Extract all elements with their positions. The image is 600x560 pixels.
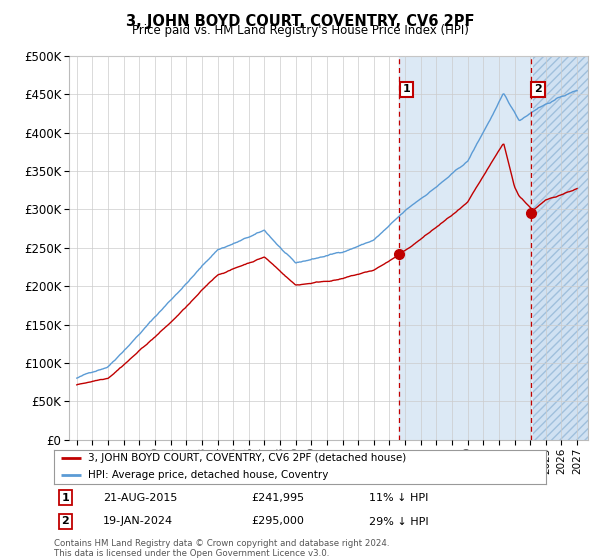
- Text: 2: 2: [61, 516, 69, 526]
- Text: 21-AUG-2015: 21-AUG-2015: [103, 493, 178, 503]
- Text: £241,995: £241,995: [251, 493, 304, 503]
- Text: 2: 2: [534, 85, 542, 95]
- Text: Price paid vs. HM Land Registry's House Price Index (HPI): Price paid vs. HM Land Registry's House …: [131, 24, 469, 37]
- Text: HPI: Average price, detached house, Coventry: HPI: Average price, detached house, Cove…: [88, 470, 329, 480]
- Text: £295,000: £295,000: [251, 516, 304, 526]
- Bar: [533, 56, 588, 440]
- Text: 1: 1: [61, 493, 69, 503]
- Text: 3, JOHN BOYD COURT, COVENTRY, CV6 2PF (detached house): 3, JOHN BOYD COURT, COVENTRY, CV6 2PF (d…: [88, 454, 407, 463]
- Text: 3, JOHN BOYD COURT, COVENTRY, CV6 2PF: 3, JOHN BOYD COURT, COVENTRY, CV6 2PF: [126, 14, 474, 29]
- Text: 29% ↓ HPI: 29% ↓ HPI: [369, 516, 428, 526]
- Bar: [400, 56, 588, 440]
- Text: 1: 1: [403, 85, 410, 95]
- Text: Contains HM Land Registry data © Crown copyright and database right 2024.
This d: Contains HM Land Registry data © Crown c…: [54, 539, 389, 558]
- Text: 19-JAN-2024: 19-JAN-2024: [103, 516, 173, 526]
- Text: 11% ↓ HPI: 11% ↓ HPI: [369, 493, 428, 503]
- Bar: [533, 56, 588, 440]
